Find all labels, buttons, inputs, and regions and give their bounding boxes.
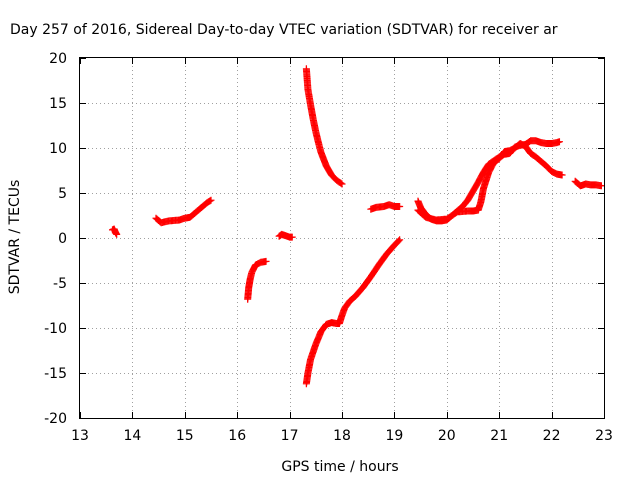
data-point [288,233,296,241]
y-tick-label: 15 [49,96,67,112]
x-tick-label: 19 [385,428,403,444]
x-tick-label: 21 [490,428,508,444]
data-point [395,237,403,245]
axis-ticks [80,58,605,419]
data-point [206,197,214,205]
y-tick-label: 20 [49,51,67,67]
y-tick-label: 5 [58,186,67,202]
data-point [396,236,404,244]
x-tick-label: 14 [123,428,141,444]
data-point [597,182,605,190]
y-tick-label: -5 [53,276,67,292]
data-point [262,257,270,265]
chart-title: Day 257 of 2016, Sidereal Day-to-day VTE… [10,22,558,38]
x-axis-label: GPS time / hours [281,459,398,475]
data-point [337,179,345,187]
x-tick-label: 16 [228,428,246,444]
x-tick-label: 15 [176,428,194,444]
x-tick-label: 23 [595,428,613,444]
data-point [555,138,563,146]
x-tick-label: 13 [71,428,89,444]
data-point [207,196,215,204]
data-point [113,230,121,238]
data-point [558,171,566,179]
x-tick-label: 18 [333,428,351,444]
y-tick-label: -10 [44,321,67,337]
y-tick-label: -20 [44,411,67,427]
data-point [396,203,404,210]
y-tick-label: -15 [44,366,67,382]
x-tick-label: 22 [543,428,561,444]
y-tick-label: 10 [49,141,67,157]
plot-frame [79,57,605,419]
grid-lines [80,58,604,418]
tick-labels: 13 14 15 16 17 18 19 20 21 22 23 -20 -15 -10 -5 0 5 10 15 2… [44,51,613,444]
data-point [338,180,346,188]
y-tick-label: 0 [58,231,67,247]
y-axis-label: SDTVAR / TECUs [7,180,23,295]
x-tick-label: 17 [281,428,299,444]
x-tick-label: 20 [438,428,456,444]
data-marks [108,65,605,388]
